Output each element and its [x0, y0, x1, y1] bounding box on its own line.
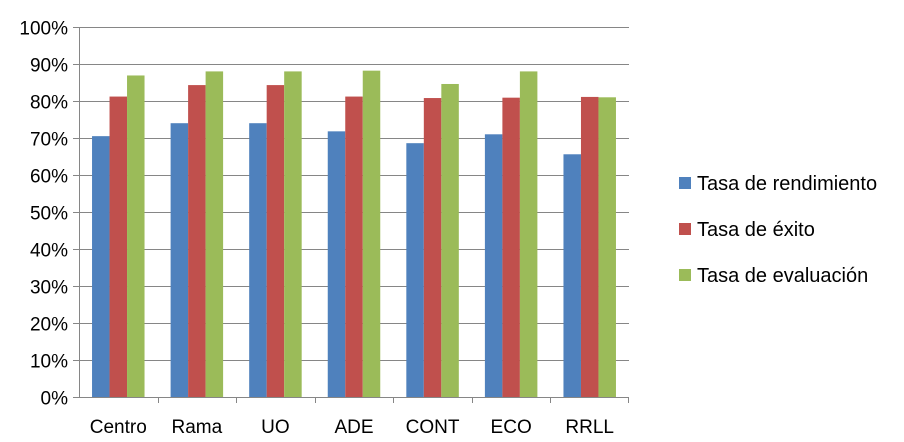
- y-tick-label: 50%: [30, 204, 68, 225]
- x-tick-label: RRLL: [565, 417, 614, 437]
- y-tick-label: 30%: [30, 278, 68, 299]
- legend-swatch: [679, 177, 691, 189]
- bar-centro-2: [109, 96, 128, 397]
- bar-ade-2: [345, 96, 363, 397]
- y-tick-label: 100%: [19, 19, 68, 40]
- legend-swatch: [679, 269, 691, 281]
- x-tick-label: ECO: [491, 417, 532, 437]
- axes: 0% 10% 20% 30% 40% 50% 60% 70% 80% 90% 100% Centro R…: [19, 19, 629, 438]
- legend-label: Tasa de evaluación: [697, 265, 868, 287]
- x-tick-label: CONT: [406, 417, 460, 437]
- bar-uo-3: [284, 71, 302, 398]
- y-tick-label: 20%: [30, 315, 68, 336]
- legend-label: Tasa de éxito: [697, 219, 815, 241]
- legend: Tasa de rendimiento Tasa de éxito Tasa de …: [679, 173, 877, 287]
- bar-rama-2: [188, 85, 206, 397]
- bar-centro-1: [92, 136, 110, 397]
- bar-rrll-1: [563, 154, 581, 397]
- bar-eco-2: [502, 97, 520, 398]
- y-tick-label: 0%: [41, 389, 69, 410]
- bar-eco-1: [484, 134, 503, 398]
- bar-centro-3: [127, 75, 145, 397]
- y-tick-label: 90%: [30, 56, 68, 77]
- bar-rrll-3: [598, 97, 616, 398]
- bar-ade-3: [362, 70, 381, 397]
- y-tick-label: 70%: [30, 130, 68, 151]
- legend-swatch: [679, 223, 691, 235]
- x-tick-label: UO: [261, 417, 290, 437]
- y-tick-label: 40%: [30, 241, 68, 262]
- bar-rrll-2: [580, 96, 599, 398]
- y-tick-label: 10%: [30, 352, 68, 373]
- x-tick-label: Rama: [172, 417, 223, 437]
- x-tick-label: ADE: [334, 417, 373, 437]
- bar-uo-1: [249, 123, 267, 397]
- bar-cont-2: [423, 98, 442, 397]
- bar-cont-3: [441, 83, 459, 397]
- x-tick-label: Centro: [90, 417, 147, 437]
- bar-uo-2: [266, 85, 285, 397]
- bar-ade-1: [327, 131, 346, 397]
- y-tick-label: 60%: [30, 167, 68, 188]
- bar-rama-3: [205, 71, 224, 398]
- bar-rama-1: [170, 123, 189, 397]
- bars: [92, 70, 616, 398]
- legend-label: Tasa de rendimiento: [697, 173, 877, 195]
- y-tick-label: 80%: [30, 93, 68, 114]
- bar-eco-3: [519, 71, 538, 398]
- bar-cont-1: [406, 143, 424, 397]
